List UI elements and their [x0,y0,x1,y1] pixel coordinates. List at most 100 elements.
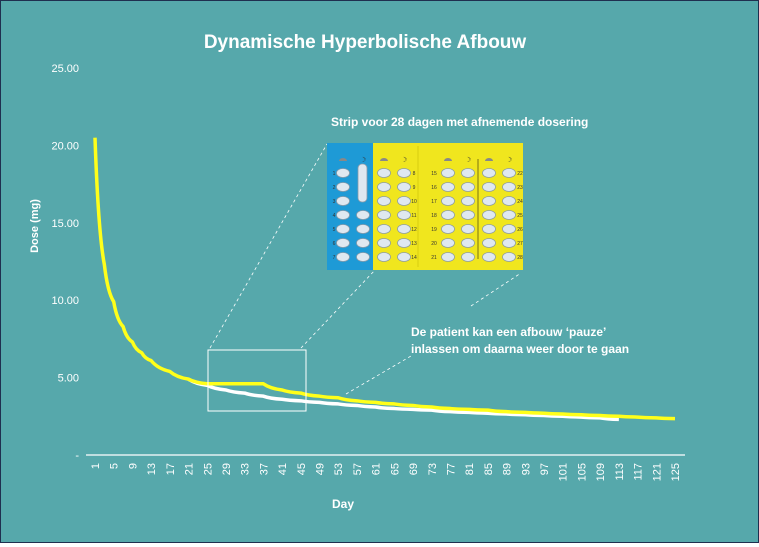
strip-day-number: 15 [431,171,437,177]
x-tick-label: 13 [146,463,158,475]
y-tick-label: 20.00 [51,140,79,152]
leader-line [471,273,521,306]
strip-day-number: 4 [333,213,336,219]
x-tick-label: 77 [445,463,457,475]
x-tick-label: 57 [352,463,364,475]
moon-icon: ☽ [506,156,512,164]
x-tick-label: 81 [464,463,476,475]
y-tick-label: - [75,450,79,462]
pill-icon [337,225,350,234]
pill-icon [503,253,516,262]
x-tick-label: 125 [670,463,682,481]
pill-icon [483,225,496,234]
strip-day-number: 14 [411,255,417,261]
pill-icon [398,211,411,220]
y-tick-label: 10.00 [51,295,79,307]
pill-icon [357,239,370,248]
y-axis-label: Dose (mg) [29,199,41,253]
annotation-pause-1: De patient kan een afbouw ‘pauze’ [411,325,606,339]
strip-day-number: 8 [413,171,416,177]
moon-icon: ☽ [360,156,366,164]
x-tick-label: 93 [520,463,532,475]
strip-day-number: 11 [411,213,416,219]
pill-icon [483,183,496,192]
x-tick-label: 25 [202,463,214,475]
x-axis-label: Day [332,497,354,511]
x-tick-label: 61 [371,463,383,475]
pill-icon [357,211,370,220]
x-tick-label: 73 [427,463,439,475]
pill-icon [503,239,516,248]
strip-day-number: 20 [431,241,437,247]
strip-day-number: 1 [333,171,336,177]
strip-day-number: 17 [431,199,437,205]
strip-day-number: 23 [517,185,523,191]
pill-icon [378,225,391,234]
x-tick-label: 113 [614,463,626,481]
pill-icon [337,169,350,178]
strip-day-number: 26 [517,227,523,233]
leader-line [210,144,327,348]
x-tick-label: 97 [539,463,551,475]
strip-day-number: 9 [413,185,416,191]
pill-icon [378,197,391,206]
pill-icon [378,253,391,262]
pill-icon [483,197,496,206]
x-tick-label: 1 [90,463,102,469]
x-tick-label: 29 [221,463,233,475]
x-tick-label: 21 [184,463,196,475]
pill-icon [503,169,516,178]
pill-icon [442,225,455,234]
x-tick-label: 33 [240,463,252,475]
pill-icon [462,169,475,178]
strip-day-number: 10 [411,199,417,205]
leader-line [346,356,411,394]
pill-icon [378,183,391,192]
annotation-pause-2: inlassen om daarna weer door te gaan [411,342,629,356]
strip-day-number: 25 [517,213,523,219]
pill-icon [337,211,350,220]
y-tick-label: 25.00 [51,63,79,75]
pill-icon [398,169,411,178]
pill-icon [442,183,455,192]
x-tick-label: 69 [408,463,420,475]
pill-icon [503,211,516,220]
pill-icon [337,183,350,192]
pill-icon [462,225,475,234]
x-tick-label: 109 [595,463,607,481]
strip-day-number: 18 [431,213,437,219]
pill-icon [378,239,391,248]
pill-icon [378,169,391,178]
x-tick-label: 53 [333,463,345,475]
strip-day-number: 22 [517,171,523,177]
pill-icon [483,211,496,220]
moon-icon: ☽ [401,156,407,164]
x-tick-label: 101 [558,463,570,481]
strip-day-number: 7 [333,255,336,261]
pill-icon [357,225,370,234]
x-tick-label: 85 [483,463,495,475]
pill-icon [483,169,496,178]
pill-icon [503,183,516,192]
pill-icon [398,239,411,248]
strip-day-number: 2 [333,185,336,191]
pill-icon [442,197,455,206]
strip-day-number: 27 [517,241,523,247]
chart-title: Dynamische Hyperbolische Afbouw [204,32,527,53]
x-tick-label: 105 [576,463,588,481]
x-tick-label: 41 [277,463,289,475]
pill-icon [462,253,475,262]
strip-day-number: 16 [431,185,437,191]
x-tick-label: 65 [389,463,401,475]
strip-day-number: 12 [411,227,417,233]
pill-icon [503,225,516,234]
pill-icon [357,253,370,262]
pill-icon [462,239,475,248]
pill-icon [337,253,350,262]
y-tick-label: 5.00 [58,373,79,385]
pill-icon [398,253,411,262]
pill-icon [483,253,496,262]
pill-icon [358,164,367,202]
